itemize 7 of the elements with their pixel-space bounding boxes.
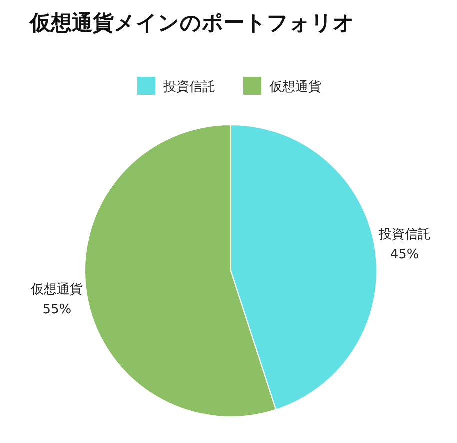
slice-label: 投資信託 bbox=[378, 227, 431, 242]
data-label: 45% bbox=[390, 247, 420, 262]
legend-label: 投資信託 bbox=[162, 80, 216, 95]
chart-title: 仮想通貨メインのポートフォリオ bbox=[29, 11, 355, 35]
slice-label: 仮想通貨 bbox=[30, 282, 84, 298]
data-label: 55% bbox=[42, 302, 72, 318]
legend-label: 仮想通貨 bbox=[268, 80, 322, 95]
